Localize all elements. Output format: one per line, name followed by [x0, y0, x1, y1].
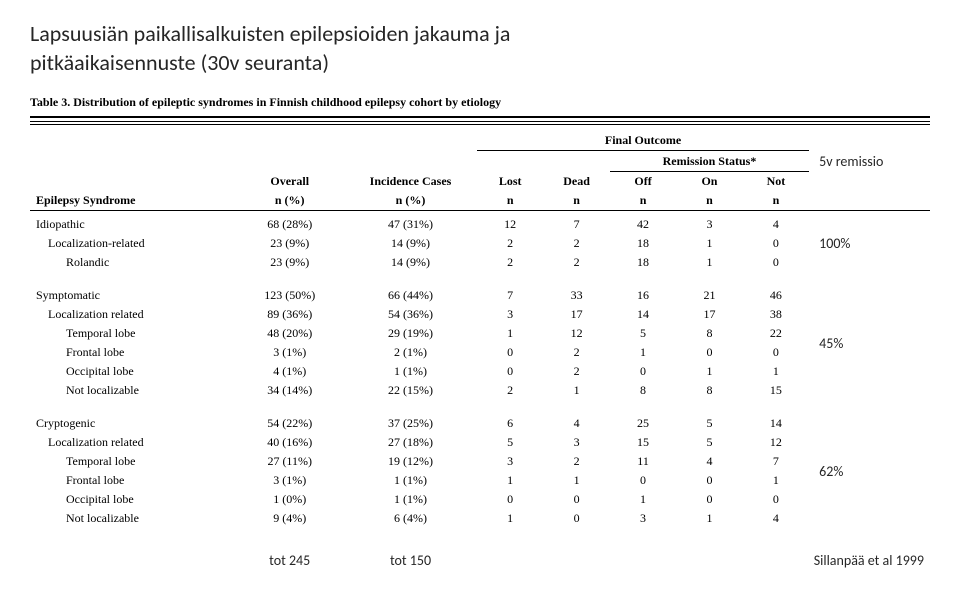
col-not-sub: n [743, 191, 809, 211]
col-overall: Overall [235, 172, 344, 192]
table-caption: Table 3. Distribution of epileptic syndr… [30, 95, 930, 110]
table-row: Cryptogenic 54 (22%)37 (25%)6425514 62% [30, 414, 930, 433]
side-value-cryp: 62% [809, 414, 930, 528]
cell-label: Localization-related [30, 234, 235, 253]
col-overall-sub: n (%) [235, 191, 344, 211]
table-row: Localization related 89 (36%)54 (36%)317… [30, 305, 930, 324]
cell-label: Symptomatic [30, 286, 235, 305]
table-row: Localization related 40 (16%)27 (18%)531… [30, 433, 930, 452]
cell-overall: 68 (28%) [235, 211, 344, 235]
data-table: Final Outcome Remission Status* 5v remis… [30, 125, 930, 571]
cell-label: Idiopathic [30, 211, 235, 235]
table-row: Temporal lobe 48 (20%)29 (19%)1125822 [30, 324, 930, 343]
cell-inc: 47 (31%) [344, 211, 477, 235]
cell-lost: 12 [477, 211, 543, 235]
col-off-sub: n [610, 191, 676, 211]
col-incidence: Incidence Cases [344, 172, 477, 192]
side-header: 5v remissio [809, 151, 930, 172]
title-line-1: Lapsuusiän paikallisalkuisten epilepsioi… [30, 20, 510, 47]
col-not: Not [743, 172, 809, 192]
table-row: Idiopathic 68 (28%) 47 (31%) 12 7 42 3 4… [30, 211, 930, 235]
table-row: Occipital lobe 1 (0%)1 (1%)00100 [30, 490, 930, 509]
title-line-2: pitkäaikaisennuste (30v seuranta) [30, 49, 329, 76]
cell-dead: 7 [543, 211, 609, 235]
table-row: Temporal lobe 27 (11%)19 (12%)321147 [30, 452, 930, 471]
table-row: Not localizable 34 (14%)22 (15%)218815 [30, 381, 930, 400]
side-value-symp: 45% [809, 286, 930, 400]
col-on-sub: n [676, 191, 742, 211]
cell-not: 4 [743, 211, 809, 235]
table-row: Rolandic 23 (9%)14 (9%)221810 [30, 253, 930, 272]
col-final-outcome: Final Outcome [477, 125, 809, 151]
col-remission-status: Remission Status* [610, 151, 809, 172]
table-top-rule [30, 116, 930, 122]
cell-on: 3 [676, 211, 742, 235]
page-title: Lapsuusiän paikallisalkuisten epilepsioi… [30, 20, 930, 77]
col-on: On [676, 172, 742, 192]
side-value-idio: 100% [809, 211, 930, 273]
col-dead-sub: n [543, 191, 609, 211]
col-incidence-sub: n (%) [344, 191, 477, 211]
cell-label: Rolandic [30, 253, 235, 272]
col-dead: Dead [543, 172, 609, 192]
table-row: Localization-related 23 (9%)14 (9%)22181… [30, 234, 930, 253]
table-row: Frontal lobe 3 (1%)1 (1%)11001 [30, 471, 930, 490]
col-off: Off [610, 172, 676, 192]
col-lost-sub: n [477, 191, 543, 211]
col-lost: Lost [477, 172, 543, 192]
cell-off: 42 [610, 211, 676, 235]
table-row: Frontal lobe 3 (1%)2 (1%)02100 [30, 343, 930, 362]
table-row: Occipital lobe 4 (1%)1 (1%)02011 [30, 362, 930, 381]
col-syndrome: Epilepsy Syndrome [30, 191, 235, 211]
table-row: Not localizable 9 (4%)6 (4%)10314 [30, 509, 930, 528]
table-row: Symptomatic 123 (50%)66 (44%)733162146 4… [30, 286, 930, 305]
